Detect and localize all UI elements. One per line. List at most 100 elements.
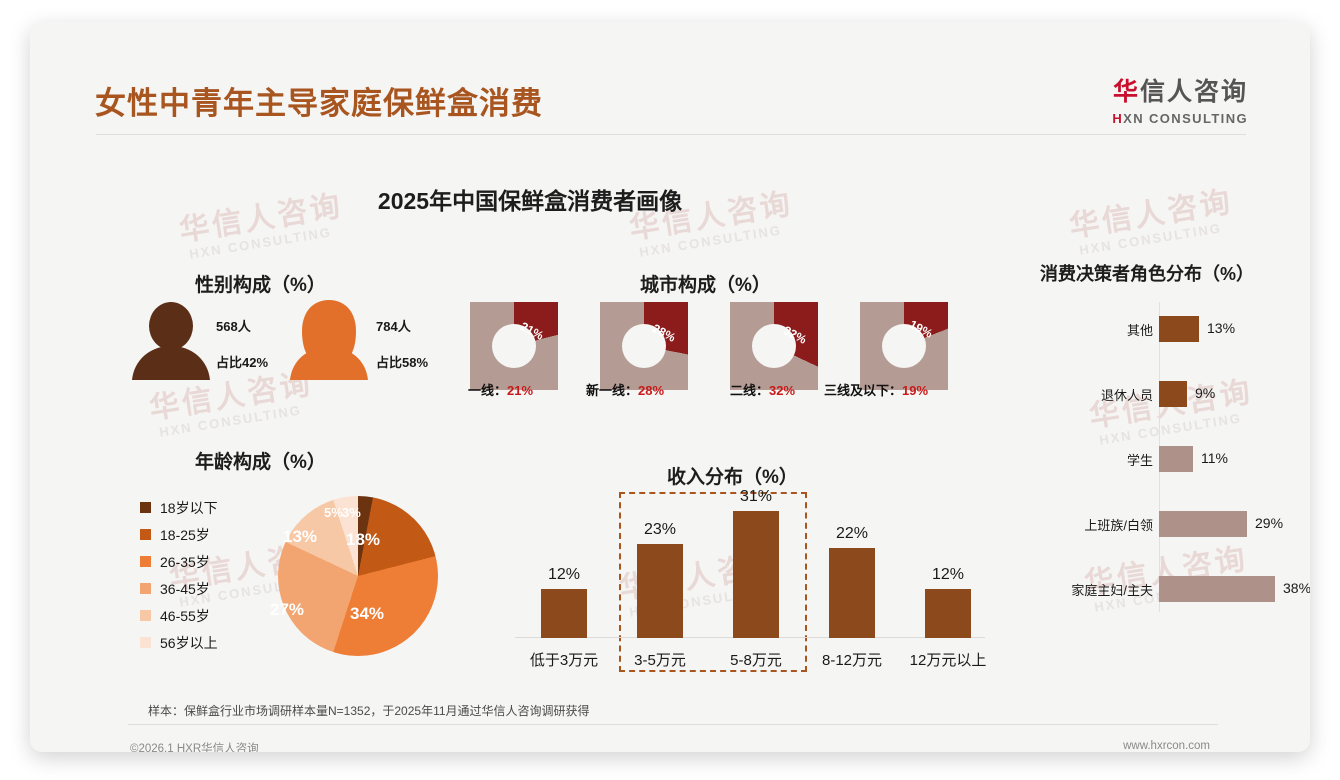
city-panel-title: 城市构成（%） <box>640 275 771 296</box>
income-category-2: 5-8万元 <box>730 652 782 669</box>
donut-caption-tier3: 三线及以下：19% <box>824 380 928 399</box>
roles-bar-chart: 其他 13% 退休人员 9% 学生 11% 上班族/白领 29% 家庭主妇/主夫… <box>1065 302 1310 612</box>
donut-caption-text-tier1: 一线： <box>468 383 508 398</box>
donut-caption-value-tier2: 32% <box>769 383 796 398</box>
female-silhouette-icon <box>290 300 368 380</box>
sample-footnote: 样本：保鲜盒行业市场调研样本量N=1352，于2025年11月通过华信人咨询调研… <box>148 704 590 718</box>
chart-subtitle: 2025年中国保鲜盒消费者画像 <box>377 188 683 214</box>
role-bar-4 <box>1159 576 1275 602</box>
donut-chart-tier2: 32% <box>730 302 818 390</box>
logo-en-accent: H <box>1112 111 1124 126</box>
gender-female-group <box>288 300 370 385</box>
role-row-0: 其他 13% <box>1065 316 1295 342</box>
income-value-4: 12% <box>931 566 965 583</box>
page-title: 女性中青年主导家庭保鲜盒消费 <box>95 86 543 121</box>
role-bar-3 <box>1159 511 1247 537</box>
gender-male-group <box>130 302 212 385</box>
slide-header: 女性中青年主导家庭保鲜盒消费 华信人咨询 HXN CONSULTING <box>30 22 1310 135</box>
legend-swatch <box>140 529 151 540</box>
role-bar-1 <box>1159 381 1187 407</box>
watermark-en: HXN CONSULTING <box>1078 220 1223 258</box>
legend-item: 18-25岁 <box>140 521 218 548</box>
role-value-3: 29% <box>1255 515 1284 531</box>
donut-caption-text-tier3: 三线及以下： <box>824 383 903 398</box>
pie-label-under-18: 3% <box>342 505 361 520</box>
male-silhouette-icon <box>132 302 210 380</box>
logo-english-text: HXN CONSULTING <box>1112 111 1248 126</box>
legend-item: 46-55岁 <box>140 602 218 629</box>
income-category-4: 12万元以上 <box>909 652 987 669</box>
legend-item: 56岁以上 <box>140 629 218 656</box>
role-value-2: 11% <box>1201 450 1228 466</box>
donut-chart-tier1: 21% <box>470 302 558 390</box>
income-bar-chart: 12% 低于3万元 23% 3-5万元 31% 5-8万元 22% 8-12万元… <box>515 488 986 672</box>
role-label-4: 家庭主妇/主夫 <box>1071 583 1153 598</box>
legend-label: 36-45岁 <box>160 580 210 597</box>
role-row-3: 上班族/白领 29% <box>1065 511 1295 537</box>
income-category-0: 低于3万元 <box>529 652 599 669</box>
donut-hole <box>752 324 796 368</box>
role-row-2: 学生 11% <box>1065 446 1295 472</box>
income-panel-title: 收入分布（%） <box>667 467 798 488</box>
role-label-3: 上班族/白领 <box>1084 518 1153 533</box>
logo-chinese-text: 华信人咨询 <box>1112 80 1248 105</box>
role-value-1: 9% <box>1195 385 1216 401</box>
logo-en-rest: XN CONSULTING <box>1123 111 1248 126</box>
legend-swatch <box>140 610 151 621</box>
legend-label: 26-35岁 <box>160 553 210 570</box>
male-count: 568人 <box>216 319 251 334</box>
watermark-en: HXN CONSULTING <box>638 222 783 260</box>
company-logo: 华信人咨询 HXN CONSULTING <box>1112 80 1248 127</box>
legend-label: 46-55岁 <box>160 607 210 624</box>
income-value-3: 22% <box>835 525 869 542</box>
legend-label: 18-25岁 <box>160 526 210 543</box>
legend-item: 18岁以下 <box>140 494 218 521</box>
role-value-0: 13% <box>1207 320 1236 336</box>
age-pie-chart <box>278 496 438 656</box>
donut-hole <box>622 324 666 368</box>
income-category-1: 3-5万元 <box>634 652 686 669</box>
male-share: 占比42% <box>216 355 269 370</box>
footer-copyright: ©2026.1 HXR华信人咨询 <box>130 743 259 752</box>
role-bar-0 <box>1159 316 1199 342</box>
donut-hole <box>492 324 536 368</box>
pie-label-56-plus: 5% <box>324 505 343 520</box>
donut-caption-value-newtier1: 28% <box>638 383 665 398</box>
donut-caption-newtier1: 新一线：28% <box>586 380 664 399</box>
legend-swatch <box>140 583 151 594</box>
income-value-1: 23% <box>643 521 677 538</box>
income-bar-3 <box>829 548 875 638</box>
roles-panel-title: 消费决策者角色分布（%） <box>1040 264 1255 284</box>
legend-item: 36-45岁 <box>140 575 218 602</box>
female-count: 784人 <box>376 319 411 334</box>
age-panel-title: 年龄构成（%） <box>195 452 326 473</box>
legend-item: 26-35岁 <box>140 548 218 575</box>
footer-website: www.hxrcon.com <box>1123 740 1210 752</box>
income-bar-2 <box>733 511 779 638</box>
pie-label-46-55: 13% <box>283 527 318 546</box>
pie-label-26-35: 34% <box>350 604 385 623</box>
income-highlight-box <box>619 492 807 672</box>
role-bar-2 <box>1159 446 1193 472</box>
donut-hole <box>882 324 926 368</box>
donut-caption-text-newtier1: 新一线： <box>586 383 639 398</box>
watermark-en: HXN CONSULTING <box>188 224 333 262</box>
donut-caption-tier1: 一线：21% <box>468 380 533 399</box>
income-value-2: 31% <box>739 488 773 505</box>
donut-caption-tier2: 二线：32% <box>730 380 795 399</box>
female-share: 占比58% <box>376 355 429 370</box>
pie-label-18-25: 18% <box>346 530 381 549</box>
donut-caption-text-tier2: 二线： <box>730 383 770 398</box>
legend-label: 18岁以下 <box>160 499 218 516</box>
income-bar-1 <box>637 544 683 638</box>
income-bar-4 <box>925 589 971 638</box>
legend-swatch <box>140 502 151 513</box>
role-row-4: 家庭主妇/主夫 38% <box>1065 576 1310 602</box>
watermark: 华信人咨询 HXN CONSULTING <box>1067 185 1237 258</box>
donut-caption-value-tier3: 19% <box>902 383 929 398</box>
role-label-1: 退休人员 <box>1100 388 1153 403</box>
legend-swatch <box>140 556 151 567</box>
watermark-en: HXN CONSULTING <box>158 402 303 440</box>
pie-label-36-45: 27% <box>270 600 305 619</box>
logo-rest-chars: 信人咨询 <box>1139 78 1248 106</box>
